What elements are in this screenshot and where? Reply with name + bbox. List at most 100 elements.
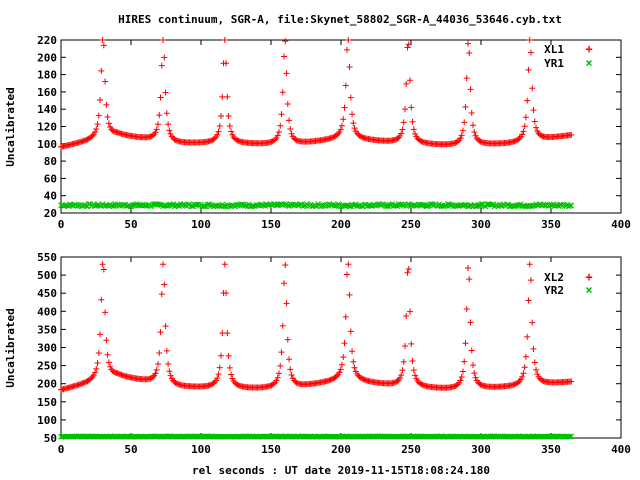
data-point	[216, 364, 223, 371]
data-point	[356, 132, 363, 139]
data-point	[337, 366, 344, 373]
data-point	[515, 379, 522, 386]
series-yr1	[58, 201, 575, 210]
y-tick-label: 250	[37, 360, 57, 373]
data-point	[341, 104, 348, 111]
data-point	[88, 133, 95, 140]
plot-frame-1	[60, 39, 622, 214]
data-point	[357, 374, 364, 381]
data-point	[470, 362, 477, 369]
data-point	[79, 380, 86, 387]
x-tick-label: 400	[611, 443, 631, 456]
data-point	[408, 340, 415, 347]
data-point	[524, 97, 531, 104]
figure-title: HIRES continuum, SGR-A, file:Skynet_5880…	[118, 13, 562, 26]
data-point	[214, 131, 221, 138]
y-tick-label: 180	[37, 69, 57, 82]
data-point	[90, 372, 97, 379]
data-point	[398, 372, 405, 379]
y-axis-label-1: Uncalibrated	[4, 87, 17, 166]
data-point	[359, 203, 365, 210]
data-point	[157, 329, 164, 336]
series-yr2	[58, 433, 575, 440]
data-point	[234, 137, 241, 144]
x-tick-label: 50	[124, 218, 137, 231]
data-point	[233, 136, 240, 143]
x-tick-label: 150	[261, 443, 281, 456]
data-point	[468, 347, 475, 354]
data-marks-2	[58, 261, 575, 440]
data-point	[221, 261, 228, 268]
data-point	[81, 137, 88, 144]
data-point	[95, 112, 102, 119]
data-point	[215, 128, 222, 135]
data-point	[458, 374, 465, 381]
data-point	[337, 126, 344, 133]
data-point	[153, 126, 160, 133]
data-point	[327, 376, 334, 383]
x-tick-label: 200	[331, 218, 351, 231]
data-point	[221, 37, 228, 43]
data-point	[287, 366, 294, 373]
data-point	[466, 276, 473, 283]
data-point	[92, 129, 99, 136]
data-point	[529, 85, 536, 92]
data-point	[158, 62, 165, 69]
data-point	[531, 359, 538, 366]
data-point	[270, 380, 277, 387]
data-point	[102, 78, 109, 85]
data-point	[152, 370, 159, 377]
data-point	[110, 128, 117, 135]
data-point	[88, 375, 95, 382]
data-point	[521, 123, 528, 130]
y-tick-label: 60	[44, 172, 57, 185]
data-point	[283, 70, 290, 77]
data-point	[345, 261, 352, 268]
data-point	[462, 340, 469, 347]
x-tick-label: 50	[124, 443, 137, 456]
data-point	[346, 63, 353, 70]
data-point	[396, 375, 403, 382]
data-point	[412, 130, 419, 137]
plot-frame-2	[60, 256, 622, 439]
data-point	[347, 94, 354, 101]
data-point	[412, 372, 419, 379]
y-tick-label: 20	[44, 207, 57, 220]
data-point	[173, 380, 180, 387]
data-point	[399, 126, 406, 133]
x-tick-label: 300	[471, 443, 491, 456]
data-point	[350, 120, 357, 127]
data-point	[166, 368, 173, 375]
data-point	[267, 382, 274, 389]
data-point	[147, 375, 154, 382]
data-point	[481, 203, 488, 209]
data-point	[81, 379, 88, 386]
data-point	[333, 132, 340, 139]
data-point	[467, 86, 474, 93]
data-point	[110, 368, 117, 375]
data-point	[418, 381, 425, 388]
data-point	[278, 349, 285, 356]
data-point	[468, 109, 475, 116]
data-point	[234, 381, 241, 388]
data-point	[282, 261, 289, 268]
y-tick-label: 350	[37, 323, 57, 336]
data-point	[527, 49, 534, 56]
data-point	[284, 100, 291, 107]
legend-label-xl2: XL2	[544, 271, 564, 284]
data-point	[160, 37, 167, 43]
data-point	[103, 337, 110, 344]
data-point	[228, 371, 235, 378]
data-point	[471, 370, 478, 377]
data-point	[400, 119, 407, 126]
data-point	[207, 137, 214, 144]
chart-panel-1: Uncalibrated 0 50 100 150 200 250 300 350 400 20 4…	[4, 34, 631, 231]
data-point	[279, 89, 286, 96]
data-point	[454, 138, 461, 145]
data-point	[215, 371, 222, 378]
data-point	[529, 319, 536, 326]
data-point	[281, 53, 288, 60]
data-point	[401, 343, 408, 350]
y-tick-label: 80	[44, 155, 57, 168]
data-point	[349, 348, 356, 355]
